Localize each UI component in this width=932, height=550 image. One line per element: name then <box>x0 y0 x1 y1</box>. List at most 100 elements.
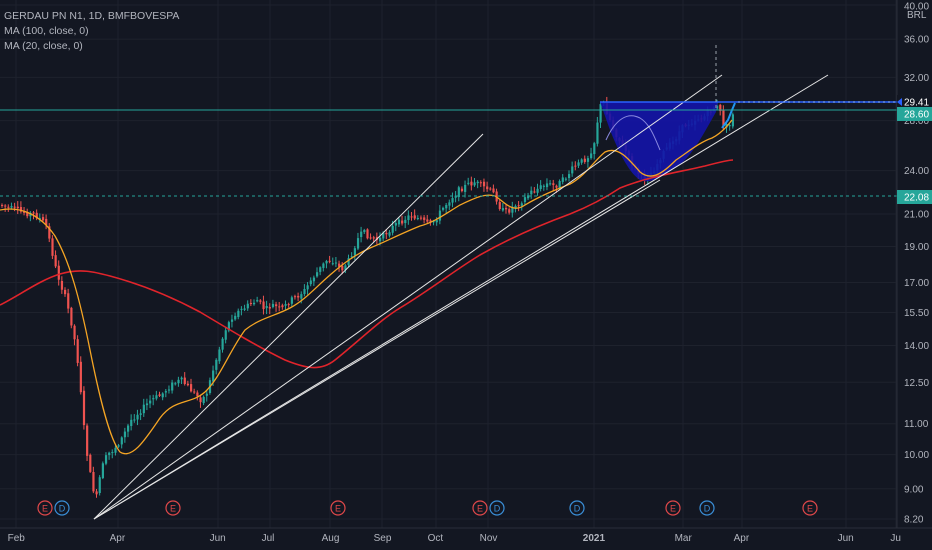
candle-body <box>530 190 533 195</box>
candle-body <box>26 211 29 217</box>
trendline[interactable] <box>93 74 829 520</box>
candle-body <box>104 455 108 464</box>
candle-body <box>728 125 731 127</box>
candle-body <box>70 307 73 326</box>
candle-body <box>498 202 501 209</box>
x-tick-label: Ju <box>890 533 901 544</box>
candle-body <box>284 304 287 306</box>
candle-body <box>234 315 237 320</box>
candle-body <box>205 393 208 396</box>
candle-body <box>397 219 401 225</box>
price-tag-28-60: 28.60 <box>897 107 932 121</box>
trendline[interactable] <box>93 179 661 520</box>
candle-body <box>467 182 470 184</box>
y-tick-label: 21.00 <box>904 209 929 220</box>
dividend-event-badge[interactable] <box>699 500 715 516</box>
x-tick-label: Jun <box>838 533 854 544</box>
candle-body <box>290 297 293 304</box>
candle-body <box>183 377 186 385</box>
candle-body <box>174 383 177 385</box>
candle-body <box>366 229 369 239</box>
candle-body <box>574 165 577 167</box>
y-tick-label: 9.00 <box>904 484 924 495</box>
candle-body <box>549 183 552 185</box>
candle-body <box>328 260 331 262</box>
y-tick-label: 36.00 <box>904 35 929 46</box>
candle-body <box>212 370 215 382</box>
candle-body <box>114 447 117 453</box>
candle-body <box>416 218 419 220</box>
event-badge-label: D <box>704 504 711 514</box>
candle-body <box>227 322 230 331</box>
candle-body <box>596 122 599 144</box>
candle-body <box>372 237 375 239</box>
candle-body <box>89 454 92 472</box>
earnings-event-badge[interactable] <box>37 500 53 516</box>
candle-body <box>401 220 404 224</box>
event-badge-label: D <box>494 504 501 514</box>
candle-body <box>76 339 79 363</box>
candle-body <box>246 303 249 309</box>
candle-body <box>67 293 70 309</box>
candle-body <box>508 209 511 213</box>
dividend-event-badge[interactable] <box>489 500 505 516</box>
candle-body <box>13 206 16 208</box>
earnings-event-badge[interactable] <box>802 500 818 516</box>
candle-body <box>271 303 275 308</box>
candle-body <box>60 280 64 290</box>
x-tick-label: Apr <box>110 533 126 544</box>
candle-body <box>265 306 268 309</box>
candle-body <box>237 310 240 318</box>
candle-body <box>476 181 479 184</box>
time-axis[interactable] <box>0 528 932 550</box>
candle-body <box>394 223 397 226</box>
live-price-segment <box>721 102 736 129</box>
candle-body <box>722 110 725 127</box>
candle-body <box>7 206 10 208</box>
candle-body <box>4 205 7 207</box>
candle-body <box>511 206 514 213</box>
candle-body <box>155 395 158 399</box>
trendline[interactable] <box>93 133 484 520</box>
candle-body <box>316 272 319 277</box>
trendline[interactable] <box>93 74 723 520</box>
x-tick-label: Oct <box>428 533 444 544</box>
candle-body <box>136 414 139 420</box>
candle-body <box>564 178 568 180</box>
candle-body <box>145 403 149 406</box>
x-tick-label: Feb <box>8 533 26 544</box>
candle-body <box>583 158 586 162</box>
candle-body <box>1 204 4 206</box>
symbol-title[interactable]: GERDAU PN N1, 1D, BMFBOVESPA <box>4 10 180 22</box>
earnings-event-badge[interactable] <box>472 500 488 516</box>
candle-body <box>64 289 67 295</box>
candle-body <box>334 262 338 264</box>
candle-body <box>448 202 451 206</box>
candle-body <box>558 181 561 190</box>
dividend-event-badge[interactable] <box>54 500 70 516</box>
earnings-event-badge[interactable] <box>665 500 681 516</box>
ma100-legend[interactable]: MA (100, close, 0) <box>4 25 89 37</box>
x-tick-label: Jul <box>262 533 275 544</box>
candle-body <box>177 379 180 384</box>
price-axis[interactable] <box>897 0 932 550</box>
candle-body <box>580 159 583 163</box>
candle-body <box>419 217 423 219</box>
earnings-event-badge[interactable] <box>330 500 346 516</box>
candle-body <box>442 207 445 210</box>
candle-body <box>438 210 442 221</box>
candle-body <box>407 215 410 221</box>
candle-body <box>482 181 486 187</box>
candle-body <box>385 232 388 235</box>
ma20-line <box>0 119 733 455</box>
earnings-event-badge[interactable] <box>165 500 181 516</box>
dividend-event-badge[interactable] <box>569 500 585 516</box>
candle-body <box>716 105 719 109</box>
ma20-legend[interactable]: MA (20, close, 0) <box>4 40 83 52</box>
y-tick-label: 32.00 <box>904 73 929 84</box>
candle-body <box>520 203 523 206</box>
candle-body <box>356 238 360 249</box>
candle-body <box>473 182 476 186</box>
